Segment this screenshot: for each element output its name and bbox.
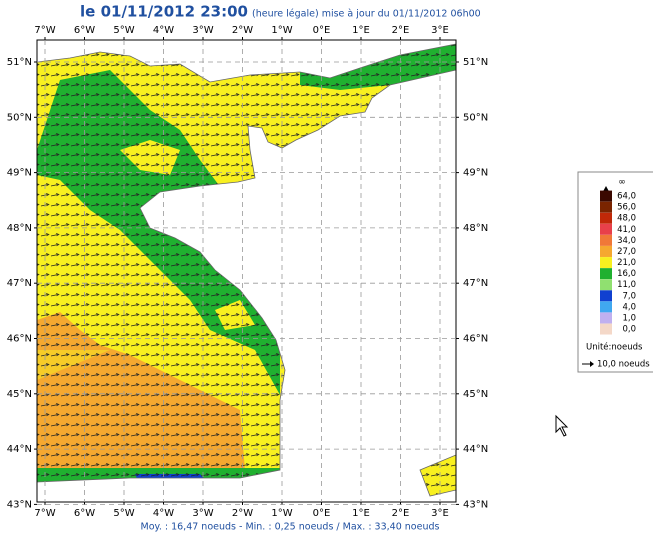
- legend-label: 16,0: [617, 269, 636, 279]
- legend-label: 11,0: [617, 280, 636, 290]
- land: [37, 69, 456, 502]
- legend-label: 4,0: [622, 302, 636, 312]
- lat-label: 48°N: [463, 223, 488, 234]
- lon-label: 3°W: [192, 508, 213, 519]
- lat-label: 45°N: [7, 389, 32, 400]
- lat-label: 51°N: [7, 57, 32, 68]
- legend-label: 41,0: [617, 225, 636, 235]
- lat-label: 45°N: [463, 389, 488, 400]
- legend-swatch: [600, 268, 612, 280]
- legend-swatch: [600, 312, 612, 324]
- legend-label: 21,0: [617, 258, 636, 268]
- legend-swatch: [600, 257, 612, 269]
- mouse-cursor: [555, 414, 569, 437]
- lat-label: 46°N: [463, 334, 488, 345]
- legend-swatch: [600, 201, 612, 213]
- lat-label: 44°N: [463, 444, 488, 455]
- legend-label: 48,0: [617, 214, 636, 224]
- lon-label: 4°W: [153, 508, 174, 519]
- legend-label: 34,0: [617, 236, 636, 246]
- lon-label: 1°E: [352, 508, 370, 519]
- lat-label: 43°N: [7, 499, 32, 510]
- legend-unit: Unité:noeuds: [586, 342, 643, 353]
- legend-label: 7,0: [622, 291, 636, 301]
- title: le 01/11/2012 23:00: [80, 3, 248, 21]
- lat-label: 49°N: [7, 168, 32, 179]
- legend-label: 0,0: [622, 325, 636, 335]
- legend-swatch: [600, 279, 612, 291]
- lon-label: 3°E: [431, 25, 449, 36]
- map-frame: [36, 39, 457, 503]
- legend-swatch: [600, 212, 612, 224]
- lon-label: 2°E: [392, 508, 410, 519]
- lon-label: 2°W: [232, 508, 253, 519]
- lon-label: 3°W: [192, 25, 213, 36]
- legend-swatch: [600, 223, 612, 235]
- lat-label: 46°N: [7, 334, 32, 345]
- lon-label: 6°W: [74, 25, 95, 36]
- lon-label: 7°W: [34, 508, 55, 519]
- legend-swatch: [600, 323, 612, 335]
- legend-label: 56,0: [617, 203, 636, 213]
- lon-label: 7°W: [34, 25, 55, 36]
- lon-label: 1°W: [271, 25, 292, 36]
- lon-label: 5°W: [113, 508, 134, 519]
- lat-label: 51°N: [463, 57, 488, 68]
- lon-label: 0°E: [313, 508, 331, 519]
- legend-arrow-head: [590, 361, 594, 367]
- legend-swatch: [600, 234, 612, 246]
- lat-label: 49°N: [463, 168, 488, 179]
- lon-label: 3°E: [431, 508, 449, 519]
- lat-label: 43°N: [463, 499, 488, 510]
- legend-label: ∞: [618, 178, 626, 188]
- legend-box: [577, 171, 653, 373]
- legend-swatch: [600, 290, 612, 302]
- legend-swatch: [600, 301, 612, 313]
- lon-label: 2°E: [392, 25, 410, 36]
- lat-label: 50°N: [463, 112, 488, 123]
- land: [37, 40, 456, 83]
- lon-label: 1°E: [352, 25, 370, 36]
- legend-swatch: [600, 245, 612, 257]
- lon-label: 4°W: [153, 25, 174, 36]
- legend-scale: 10,0 noeuds: [597, 360, 650, 370]
- lon-label: 2°W: [232, 25, 253, 36]
- lon-label: 6°W: [74, 508, 95, 519]
- lat-label: 50°N: [7, 112, 32, 123]
- legend-label: 1,0: [622, 313, 636, 323]
- lat-label: 47°N: [7, 278, 32, 289]
- map: [37, 40, 456, 502]
- lon-label: 1°W: [271, 508, 292, 519]
- lat-label: 47°N: [463, 278, 488, 289]
- lat-label: 44°N: [7, 444, 32, 455]
- lon-label: 0°E: [313, 25, 331, 36]
- legend-swatch: [600, 190, 612, 202]
- footer-stats: Moy. : 16,47 noeuds - Min. : 0,25 noeuds…: [141, 522, 440, 533]
- subtitle: (heure légale) mise à jour du 01/11/2012…: [252, 9, 481, 20]
- legend-label: 27,0: [617, 247, 636, 257]
- lat-label: 48°N: [7, 223, 32, 234]
- lon-label: 5°W: [113, 25, 134, 36]
- legend-label: 64,0: [617, 192, 636, 202]
